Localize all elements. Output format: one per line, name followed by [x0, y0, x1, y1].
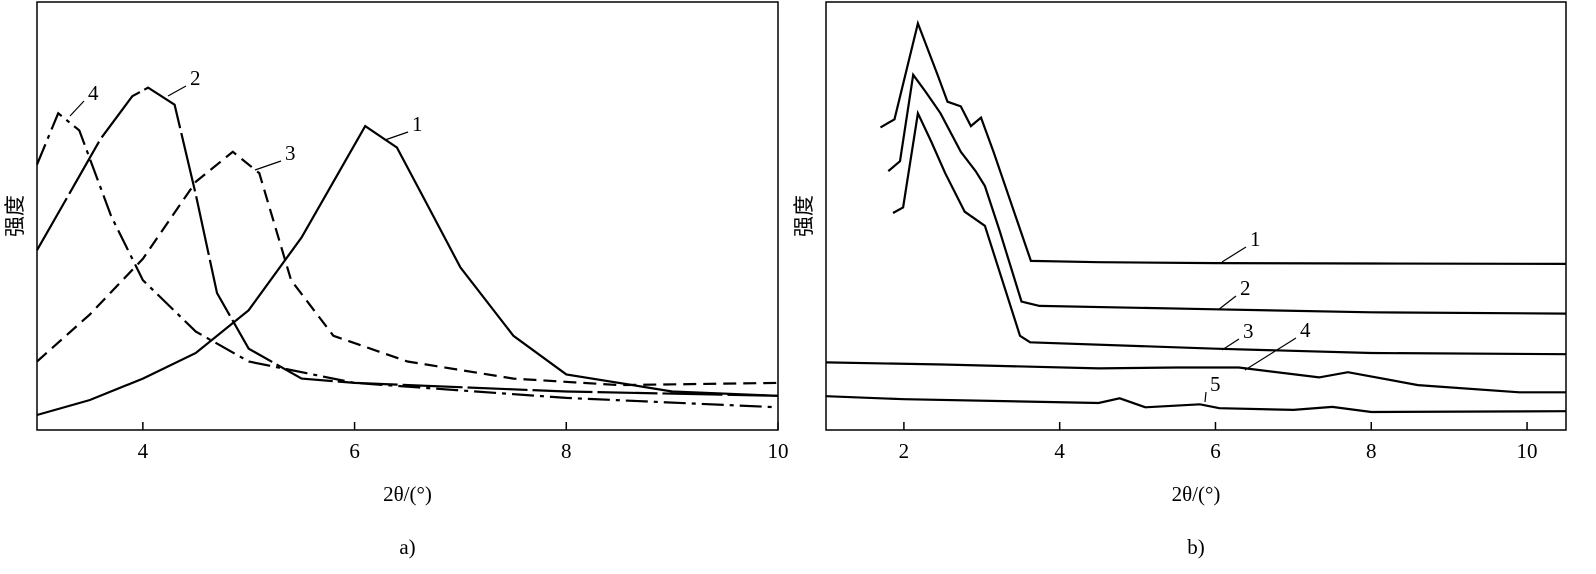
- line-series: [887, 71, 1567, 315]
- y-axis-label: 强度: [3, 195, 27, 237]
- label-leader: [1217, 295, 1237, 311]
- caption: b): [1187, 535, 1205, 559]
- x-tick-label: 6: [349, 439, 360, 463]
- label-leader: [1244, 337, 1297, 371]
- x-tick-label: 2: [899, 439, 910, 463]
- series-label: 4: [88, 81, 99, 105]
- x-tick-label: 8: [561, 439, 572, 463]
- label-leader: [1221, 246, 1247, 263]
- label-leader: [1221, 338, 1240, 351]
- x-axis-label: 2θ/(°): [383, 482, 432, 506]
- label-leader: [384, 131, 409, 141]
- x-tick-label: 4: [138, 439, 149, 463]
- line-series: [36, 124, 779, 417]
- line-series: [825, 395, 1567, 414]
- series-label: 4: [1300, 318, 1311, 342]
- line-series: [892, 109, 1567, 356]
- x-tick-label: 10: [1517, 439, 1538, 463]
- line-series: [879, 19, 1567, 265]
- line-series: [35, 111, 779, 409]
- plot-frame: [36, 1, 779, 431]
- label-leader: [254, 160, 282, 171]
- x-axis-label: 2θ/(°): [1172, 482, 1221, 506]
- series-label: 5: [1210, 372, 1221, 396]
- label-leader: [167, 85, 187, 97]
- x-tick-label: 8: [1366, 439, 1377, 463]
- plot-frame: [825, 1, 1567, 431]
- line-series: [36, 150, 779, 387]
- series-label: 2: [190, 66, 201, 90]
- caption: a): [399, 535, 415, 559]
- series-label: 2: [1240, 276, 1251, 300]
- series-label: 1: [1250, 227, 1261, 251]
- series-label: 1: [412, 112, 423, 136]
- y-axis-label: 强度: [792, 195, 816, 237]
- label-leader: [1204, 391, 1207, 403]
- label-leader: [69, 100, 85, 117]
- series-label: 3: [285, 141, 296, 165]
- series-label: 3: [1243, 319, 1254, 343]
- line-series: [36, 86, 779, 397]
- x-tick-label: 4: [1054, 439, 1065, 463]
- x-tick-label: 6: [1210, 439, 1221, 463]
- x-tick-label: 10: [768, 439, 789, 463]
- line-series: [825, 361, 1566, 394]
